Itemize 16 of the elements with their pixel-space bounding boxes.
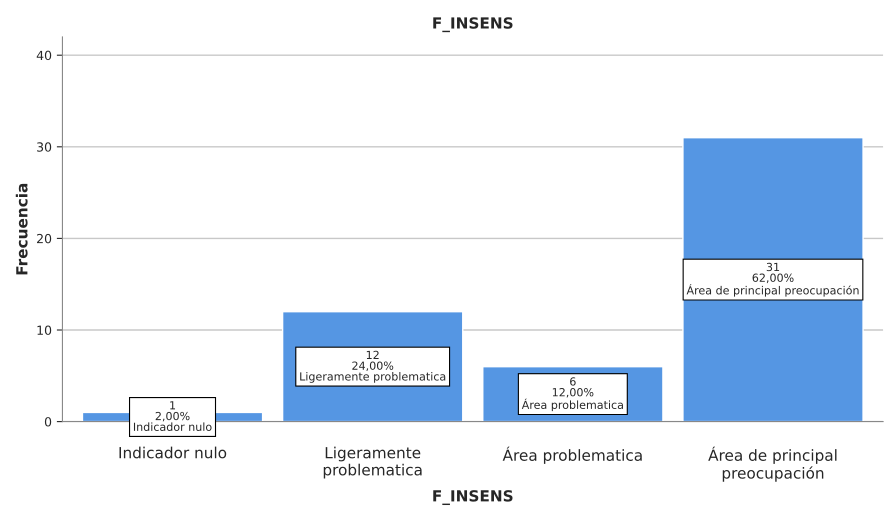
y-tick-label: 40: [36, 50, 52, 60]
x-tick-label: Área de principal preocupación: [708, 446, 836, 482]
x-tick-label: Ligeramente problematica: [324, 446, 422, 478]
y-axis-title: Frecuencia: [16, 184, 28, 274]
y-tick-label: 0: [44, 417, 52, 427]
data-label: 1 2,00% Indicador nulo: [134, 401, 212, 431]
x-tick-label: Área problematica: [502, 446, 642, 464]
x-tick-label: Indicador nulo: [120, 446, 226, 458]
y-tick-label: 30: [37, 142, 52, 152]
y-tick-label: 20: [37, 234, 52, 244]
data-label: 12 24,00% Ligeramente problematica: [300, 350, 446, 383]
y-tick-label: 10: [37, 325, 52, 335]
x-axis-title: F_INSENS: [433, 490, 513, 506]
chart-title: F_INSENS: [433, 17, 513, 32]
data-label: 31 62,00% Área de principal preocupación: [686, 262, 859, 297]
data-label: 6 12,00% Área problematica: [522, 377, 623, 412]
